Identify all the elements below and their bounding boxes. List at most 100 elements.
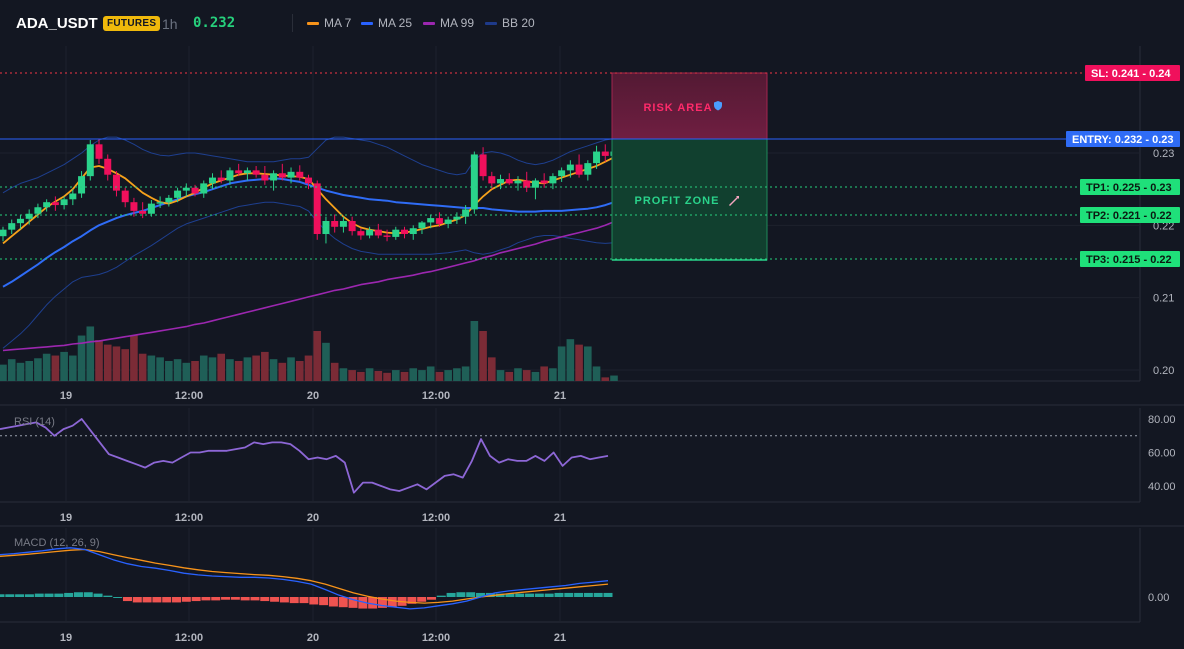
volume-bar (339, 368, 348, 381)
level-tag-tp2 (1080, 207, 1180, 223)
macd-histogram-bar (574, 592, 584, 597)
candle-body (217, 177, 225, 181)
candle-body (392, 229, 400, 237)
macd-histogram-bar (338, 597, 348, 608)
volume-bar (147, 355, 156, 381)
macd-line (0, 547, 609, 610)
candle-body (51, 202, 59, 206)
candle-body (558, 170, 566, 177)
candle-body (601, 151, 609, 156)
rsi-axis-tick: 60.00 (1148, 448, 1176, 460)
macd-histogram-bar (485, 592, 495, 597)
macd-histogram-bar (554, 592, 564, 597)
legend-ma25[interactable]: MA 25 (361, 16, 412, 30)
legend-ma99[interactable]: MA 99 (423, 16, 474, 30)
price-axis-tick: 0.23 (1153, 148, 1174, 160)
macd-histogram-bar (593, 592, 603, 597)
bb20-swatch (485, 21, 497, 25)
volume-bar (217, 353, 226, 381)
volume-bar (522, 370, 531, 381)
macd-histogram-bar (113, 597, 123, 598)
volume-bar (435, 371, 444, 381)
interval-label[interactable]: 1h (162, 16, 178, 32)
candle-body (130, 202, 138, 211)
volume-bar (304, 355, 313, 381)
rsi-axis-tick: 80.00 (1148, 414, 1176, 426)
volume-bar (357, 371, 365, 381)
macd-histogram-bar (34, 593, 44, 597)
candle-body (8, 223, 16, 230)
volume-bar (540, 366, 548, 381)
macd-histogram-bar (289, 597, 299, 604)
candle-body (505, 179, 513, 184)
time-axis-label: 20 (307, 632, 319, 644)
volume-bar (112, 346, 121, 381)
volume-bar (208, 357, 217, 381)
candle-body (95, 144, 103, 159)
macd-histogram-bar (368, 597, 378, 609)
legend-bb20[interactable]: BB 20 (485, 16, 535, 30)
candle-body (139, 210, 147, 214)
level-tag-entry (1066, 131, 1180, 147)
time-axis-label: 19 (60, 512, 72, 524)
candle-body (226, 170, 234, 181)
legend-bb20-label: BB 20 (502, 16, 535, 30)
candle-body (200, 183, 208, 194)
time-axis-label: 21 (554, 390, 566, 402)
macd-histogram-bar (525, 593, 535, 597)
level-tag-text-tp2: TP2: 0.221 - 0.22 (1086, 210, 1172, 222)
volume-bar (16, 362, 25, 381)
volume-bar (69, 355, 77, 381)
candle-body (593, 151, 601, 164)
candle-body (208, 177, 216, 184)
candle-body (523, 180, 531, 188)
level-tag-text-tp3: TP3: 0.215 - 0.22 (1086, 254, 1172, 266)
risk-area-zone (611, 72, 768, 140)
candle-body (112, 174, 120, 191)
volume-bar (453, 368, 461, 381)
volume-bar (95, 340, 103, 381)
volume-bar (25, 361, 33, 381)
candle-body (514, 180, 522, 184)
ma7-line (2, 156, 615, 245)
macd-histogram-bar (299, 597, 309, 604)
macd-histogram-bar (436, 595, 446, 597)
symbol-name[interactable]: ADA_USDT (16, 15, 98, 32)
candle-body (121, 190, 129, 203)
price-axis-tick: 0.22 (1153, 220, 1174, 232)
candle-body (540, 180, 548, 184)
volume-bar (77, 335, 86, 381)
macd-histogram-bar (534, 593, 544, 597)
legend-ma25-label: MA 25 (378, 16, 413, 30)
macd-histogram-bar (466, 592, 476, 597)
header-divider (292, 14, 293, 32)
volume-bar (138, 353, 147, 381)
legend-ma7[interactable]: MA 7 (307, 16, 351, 30)
volume-bar (383, 372, 391, 381)
candle-body (191, 187, 199, 194)
candle-body (296, 171, 304, 178)
level-tag-text-sl: SL: 0.241 - 0.24 (1091, 68, 1171, 80)
candle-body (16, 218, 24, 224)
candle-body (261, 174, 269, 181)
candle-body (165, 197, 173, 203)
volume-bar (121, 349, 129, 381)
candle-body (357, 231, 365, 236)
volume-bar (42, 353, 51, 381)
candle-body (383, 235, 391, 237)
candle-body (549, 176, 557, 184)
rsi-line (0, 418, 609, 494)
candle-body (479, 154, 487, 177)
macd-histogram-bar (279, 597, 289, 603)
ma99-swatch (423, 21, 435, 25)
risk-area-label: RISK AREA (643, 102, 712, 114)
volume-bar (243, 357, 252, 381)
volume-bar (575, 344, 583, 381)
volume-bar (610, 375, 618, 381)
macd-histogram-bar (73, 592, 83, 597)
profit-zone (611, 138, 768, 261)
legend-ma99-label: MA 99 (440, 16, 475, 30)
time-axis-label: 19 (60, 632, 72, 644)
candle-body (453, 216, 461, 220)
